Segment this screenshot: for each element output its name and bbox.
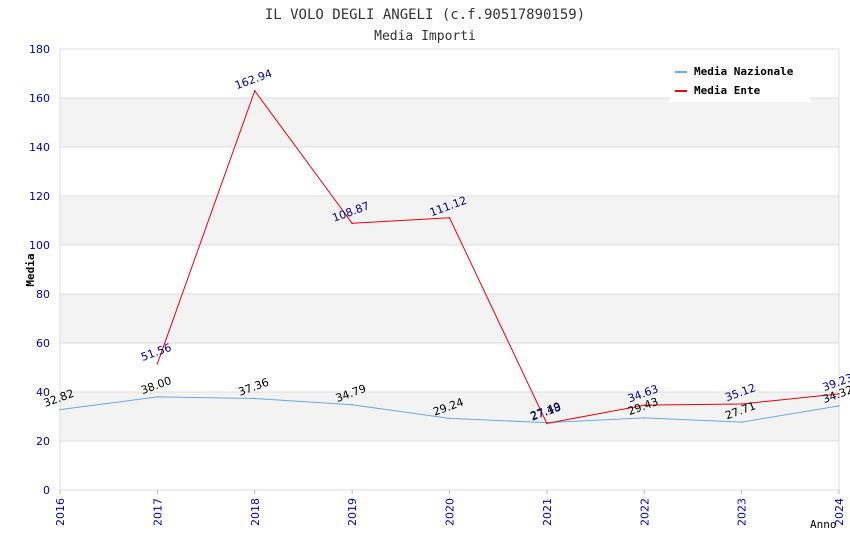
series-lines <box>59 89 840 425</box>
data-point <box>253 89 256 92</box>
data-point <box>351 403 353 406</box>
y-tick-label: 160 <box>29 92 50 105</box>
x-tick-label: 2016 <box>54 498 67 526</box>
legend-label-media-nazionale: Media Nazionale <box>694 65 794 78</box>
y-tick-label: 20 <box>36 435 50 448</box>
data-point <box>253 397 256 400</box>
background-band <box>60 294 839 343</box>
data-point <box>59 408 61 411</box>
data-point <box>448 216 451 219</box>
x-tick-label: 2019 <box>346 498 359 526</box>
grid-lines <box>60 48 839 491</box>
background-band <box>60 392 839 441</box>
chart-title: IL VOLO DEGLI ANGELI (c.f.90517890159) <box>265 7 585 23</box>
chart-subtitle: Media Importi <box>374 29 476 44</box>
series-line-media-ente <box>156 89 840 424</box>
y-tick-label: 40 <box>36 386 50 399</box>
y-axis-label: Media <box>24 253 37 286</box>
x-axis-ticks: 2016 2017 2018 2019 2020 2021 2022 2023 2024 <box>54 490 846 526</box>
legend-label-media-ente: Media Ente <box>694 84 761 97</box>
background-band <box>60 196 839 245</box>
y-axis-ticks: 0 20 40 60 80 100 120 140 160 180 <box>29 43 50 497</box>
y-tick-label: 80 <box>36 288 50 301</box>
data-point <box>838 393 840 395</box>
data-point <box>643 404 646 406</box>
x-tick-label: 2022 <box>638 498 651 526</box>
x-tick-label: 2024 <box>833 498 846 526</box>
y-tick-label: 120 <box>29 190 50 203</box>
data-point <box>740 421 743 423</box>
data-point <box>448 417 451 420</box>
y-tick-label: 140 <box>29 141 50 154</box>
data-point <box>740 403 743 405</box>
data-point <box>838 405 840 407</box>
plot-background-bands <box>60 98 839 441</box>
data-point <box>156 396 159 398</box>
x-tick-label: 2018 <box>249 498 262 526</box>
x-axis-label: Anno <box>810 518 837 531</box>
data-point <box>351 222 353 225</box>
x-tick-label: 2023 <box>736 498 749 526</box>
x-tick-label: 2017 <box>151 498 164 526</box>
y-tick-label: 0 <box>43 484 50 497</box>
legend-box <box>670 60 810 102</box>
y-tick-label: 180 <box>29 43 50 56</box>
x-tick-label: 2020 <box>444 498 457 526</box>
data-point <box>546 422 548 425</box>
x-tick-label: 2021 <box>541 498 554 526</box>
data-label: 162.94 <box>233 67 274 92</box>
background-band <box>60 98 839 147</box>
data-point <box>156 362 159 365</box>
data-label: 51.56 <box>139 341 173 364</box>
legend: Media Nazionale Media Ente <box>670 60 810 102</box>
y-tick-label: 100 <box>29 239 50 252</box>
y-tick-label: 60 <box>36 337 50 350</box>
data-point <box>643 417 646 419</box>
